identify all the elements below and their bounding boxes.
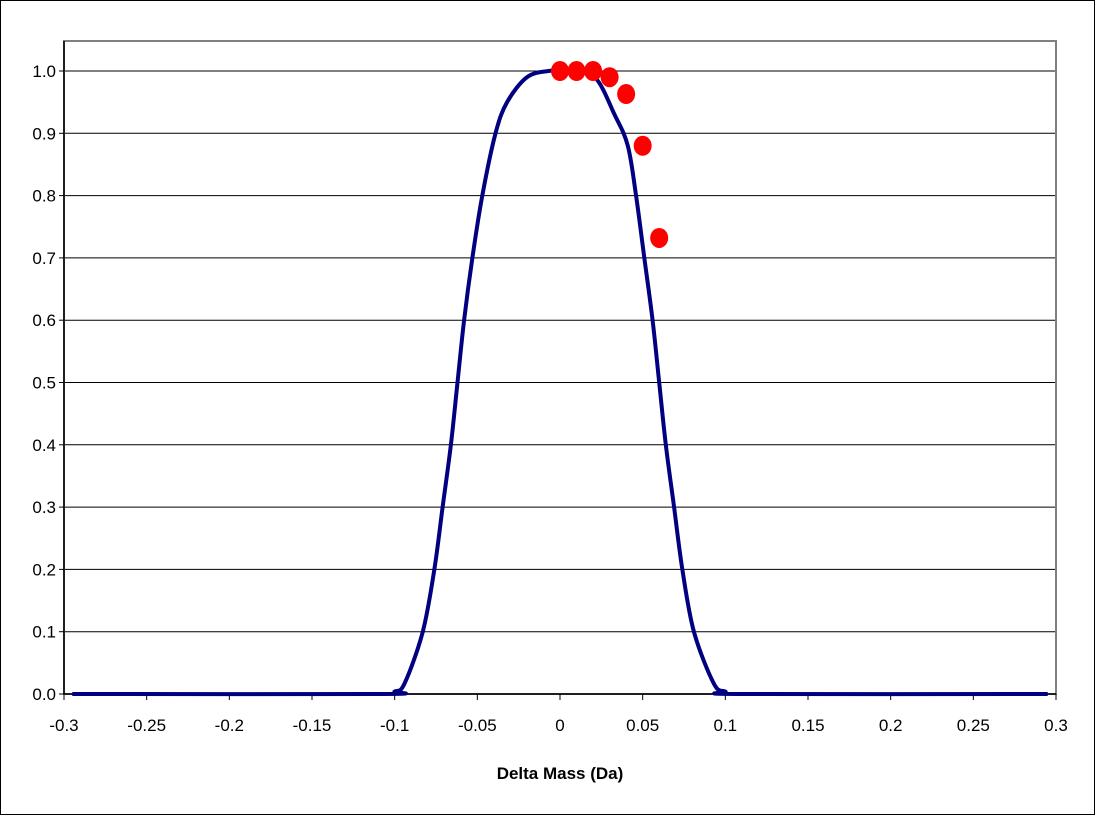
y-tick-label: 0.1 <box>32 623 56 642</box>
y-tick-label: 0.9 <box>32 124 56 143</box>
data-point <box>600 67 619 88</box>
data-point <box>633 135 652 156</box>
x-axis-label: Delta Mass (Da) <box>497 764 624 783</box>
x-tick-label: -0.2 <box>215 716 244 735</box>
series-layer <box>72 61 1048 697</box>
plot-frame <box>63 40 1057 695</box>
x-tick-label: 0.2 <box>879 716 903 735</box>
y-tick-label: 0.6 <box>32 311 56 330</box>
y-tick-label: 0.7 <box>32 249 56 268</box>
data-point <box>551 61 569 81</box>
data-point <box>617 84 636 105</box>
y-tick-label: 0.4 <box>32 436 56 455</box>
y-tick-label: 1.0 <box>32 62 56 81</box>
x-tick-label: 0 <box>555 716 564 735</box>
y-tick-label: 0.0 <box>32 685 56 704</box>
y-tick-label: 0.8 <box>32 187 56 206</box>
x-tick-label: -0.3 <box>49 716 78 735</box>
y-tick-label: 0.5 <box>32 374 56 393</box>
x-tick-label: -0.15 <box>293 716 332 735</box>
x-tick-label: -0.1 <box>380 716 409 735</box>
data-point <box>584 61 603 81</box>
y-tick-label: 0.3 <box>32 498 56 517</box>
x-tick-label: -0.05 <box>458 716 497 735</box>
data-point <box>567 61 586 81</box>
x-tick-label: 0.25 <box>957 716 990 735</box>
x-tick-label: 0.1 <box>714 716 738 735</box>
x-tick-label: -0.25 <box>127 716 166 735</box>
x-tick-label: 0.05 <box>626 716 659 735</box>
data-point <box>650 227 669 248</box>
axes: 0.0 0.1 0.2 0.3 0.4 0.5 0.6 0.7 0.8 0.9 1.0 -0.3 -0.… <box>32 41 1068 735</box>
gridlines <box>64 70 1056 633</box>
x-tick-label: 0.15 <box>791 716 824 735</box>
x-tick-label: 0.3 <box>1044 716 1068 735</box>
y-tick-label: 0.2 <box>32 560 56 579</box>
